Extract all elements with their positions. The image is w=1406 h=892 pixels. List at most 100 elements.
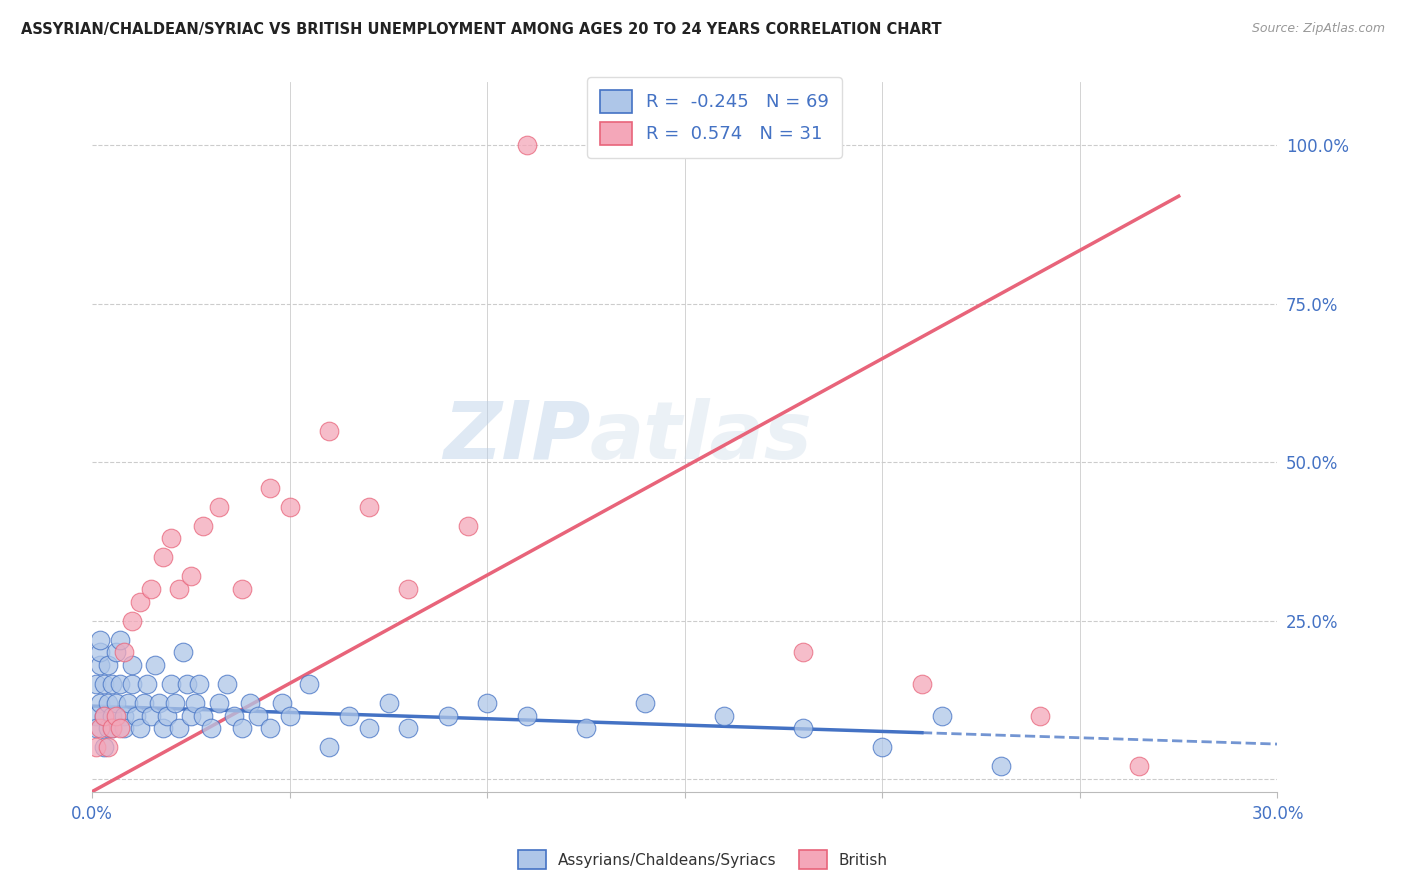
Point xyxy=(89,721,111,735)
Point xyxy=(160,677,183,691)
Legend: R =  -0.245   N = 69, R =  0.574   N = 31: R = -0.245 N = 69, R = 0.574 N = 31 xyxy=(586,77,842,158)
Point xyxy=(191,518,214,533)
Point xyxy=(152,550,174,565)
Point xyxy=(931,708,953,723)
Point xyxy=(247,708,270,723)
Point xyxy=(990,759,1012,773)
Point xyxy=(278,500,301,514)
Point xyxy=(84,708,107,723)
Point xyxy=(104,696,127,710)
Point xyxy=(318,424,340,438)
Point xyxy=(792,645,814,659)
Point xyxy=(97,721,120,735)
Point xyxy=(1128,759,1150,773)
Point xyxy=(259,721,281,735)
Point xyxy=(108,721,131,735)
Point xyxy=(172,645,194,659)
Text: atlas: atlas xyxy=(591,398,813,475)
Point xyxy=(152,721,174,735)
Point xyxy=(89,657,111,672)
Point xyxy=(101,721,124,735)
Point xyxy=(377,696,399,710)
Point xyxy=(184,696,207,710)
Point xyxy=(128,594,150,608)
Point xyxy=(108,632,131,647)
Point xyxy=(239,696,262,710)
Point xyxy=(167,721,190,735)
Point xyxy=(124,708,146,723)
Point xyxy=(160,531,183,545)
Point xyxy=(104,708,127,723)
Point xyxy=(89,696,111,710)
Point xyxy=(207,696,229,710)
Point xyxy=(132,696,155,710)
Point xyxy=(112,708,135,723)
Point xyxy=(180,569,202,583)
Point xyxy=(516,138,538,153)
Point xyxy=(187,677,209,691)
Point xyxy=(477,696,499,710)
Point xyxy=(693,138,716,153)
Point xyxy=(93,708,115,723)
Point xyxy=(101,708,124,723)
Point xyxy=(792,721,814,735)
Point xyxy=(298,677,321,691)
Point xyxy=(396,582,419,596)
Point xyxy=(337,708,360,723)
Point xyxy=(93,677,115,691)
Point xyxy=(93,708,115,723)
Point xyxy=(93,740,115,755)
Point xyxy=(117,696,139,710)
Point xyxy=(101,677,124,691)
Point xyxy=(575,721,598,735)
Point xyxy=(200,721,222,735)
Point xyxy=(215,677,238,691)
Point xyxy=(167,582,190,596)
Point xyxy=(278,708,301,723)
Point xyxy=(97,657,120,672)
Point xyxy=(148,696,170,710)
Text: Source: ZipAtlas.com: Source: ZipAtlas.com xyxy=(1251,22,1385,36)
Point xyxy=(595,138,617,153)
Point xyxy=(357,721,380,735)
Point xyxy=(121,677,143,691)
Point xyxy=(191,708,214,723)
Point xyxy=(89,645,111,659)
Point xyxy=(357,500,380,514)
Point xyxy=(911,677,934,691)
Point xyxy=(141,708,163,723)
Point xyxy=(713,708,735,723)
Point xyxy=(84,740,107,755)
Point xyxy=(112,721,135,735)
Point xyxy=(270,696,292,710)
Point xyxy=(318,740,340,755)
Point xyxy=(104,645,127,659)
Point xyxy=(165,696,187,710)
Point xyxy=(108,677,131,691)
Point xyxy=(436,708,458,723)
Point xyxy=(136,677,159,691)
Point xyxy=(516,708,538,723)
Point xyxy=(224,708,246,723)
Point xyxy=(457,518,479,533)
Point xyxy=(128,721,150,735)
Point xyxy=(180,708,202,723)
Point xyxy=(176,677,198,691)
Point xyxy=(97,740,120,755)
Point xyxy=(872,740,894,755)
Point xyxy=(84,677,107,691)
Point xyxy=(231,582,253,596)
Point xyxy=(141,582,163,596)
Point xyxy=(156,708,179,723)
Legend: Assyrians/Chaldeans/Syriacs, British: Assyrians/Chaldeans/Syriacs, British xyxy=(512,844,894,875)
Point xyxy=(231,721,253,735)
Point xyxy=(145,657,167,672)
Point xyxy=(112,645,135,659)
Point xyxy=(634,696,657,710)
Point xyxy=(121,657,143,672)
Point xyxy=(89,632,111,647)
Point xyxy=(84,721,107,735)
Point xyxy=(121,614,143,628)
Point xyxy=(207,500,229,514)
Text: ASSYRIAN/CHALDEAN/SYRIAC VS BRITISH UNEMPLOYMENT AMONG AGES 20 TO 24 YEARS CORRE: ASSYRIAN/CHALDEAN/SYRIAC VS BRITISH UNEM… xyxy=(21,22,942,37)
